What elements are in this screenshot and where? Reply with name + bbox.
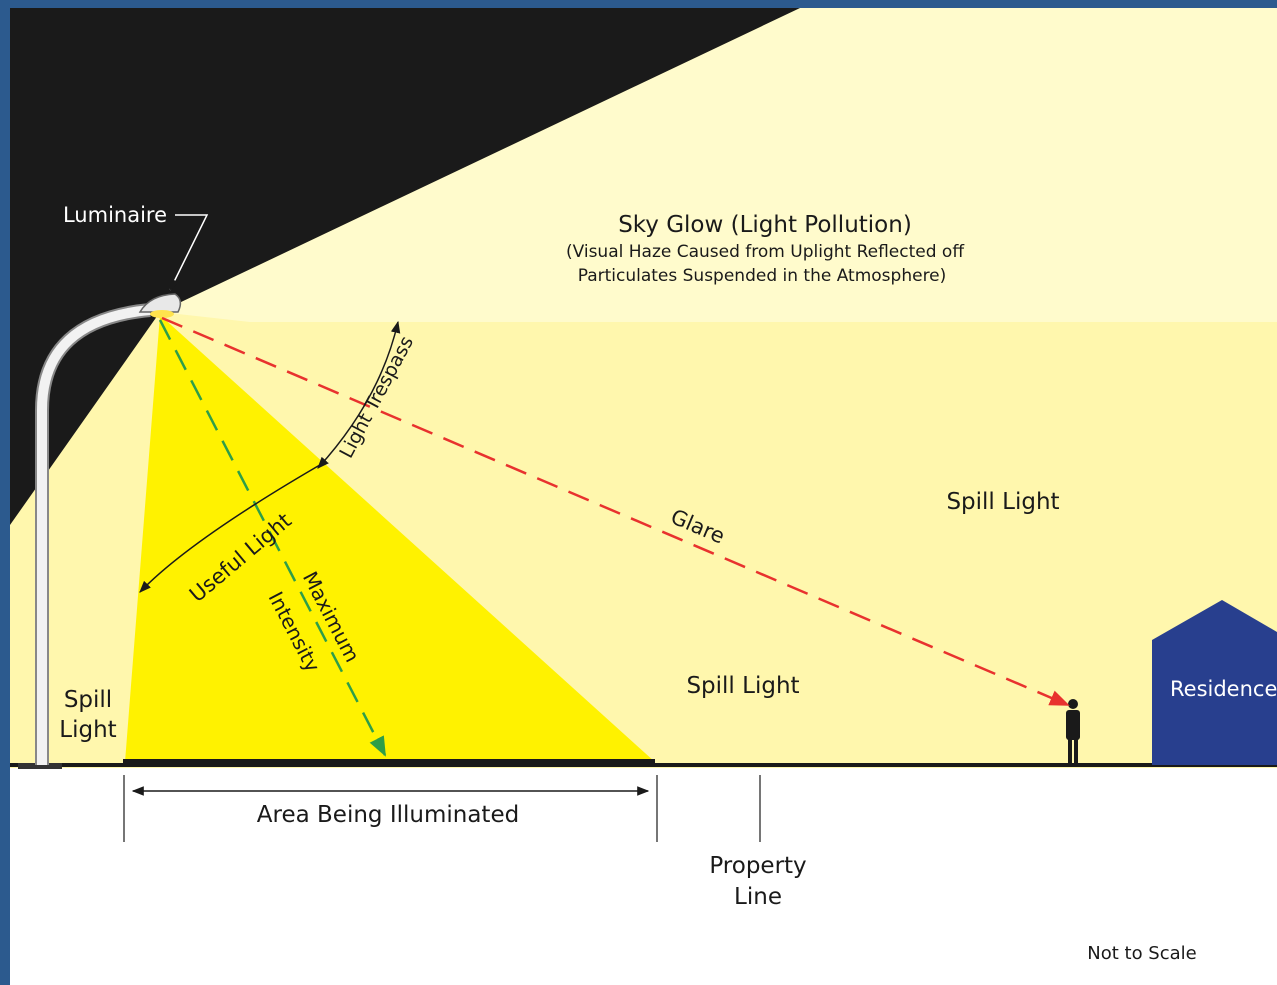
light-cone [125, 315, 655, 762]
useful-light-arc [139, 461, 326, 593]
residence-house [1152, 600, 1277, 765]
label: Spill Light [686, 673, 799, 699]
label: Residence [1170, 677, 1277, 701]
label: Light [59, 717, 116, 743]
trespass-arc [317, 320, 401, 469]
label: Spill [64, 687, 112, 713]
label: Property [709, 853, 806, 879]
label: Line [734, 884, 782, 910]
label: Particulates Suspended in the Atmosphere… [578, 266, 947, 286]
luminaire-head [138, 293, 182, 313]
pole-base [18, 763, 62, 769]
label: Area Being Illuminated [257, 802, 519, 828]
dark-sky [10, 8, 800, 525]
label: (Visual Haze Caused from Uplight Reflect… [566, 242, 965, 262]
illuminated-ground [123, 759, 655, 766]
label: Not to Scale [1087, 943, 1196, 964]
person [1066, 699, 1080, 764]
lamp [150, 310, 174, 318]
sky-glow-area [160, 8, 1277, 322]
label: Sky Glow (Light Pollution) [618, 212, 912, 238]
pole [37, 305, 151, 765]
glare-line [161, 316, 1070, 707]
luminaire-pointer [169, 214, 209, 292]
max-intensity-line [158, 319, 387, 757]
label: Luminaire [63, 203, 167, 227]
label: Spill Light [946, 489, 1059, 515]
